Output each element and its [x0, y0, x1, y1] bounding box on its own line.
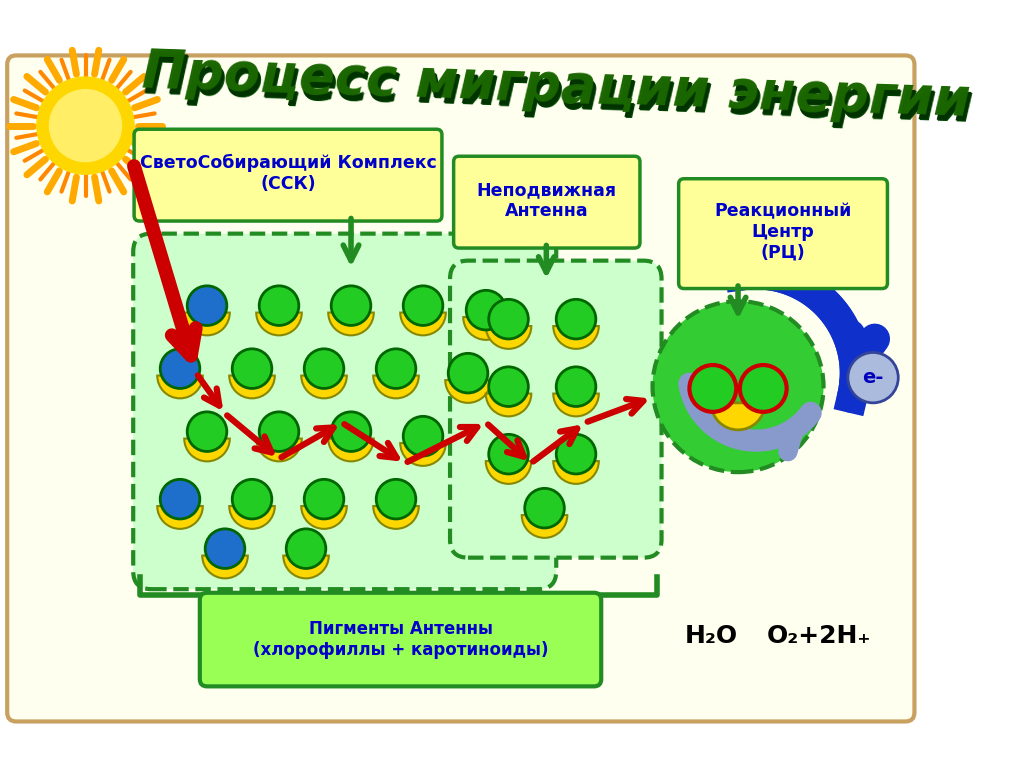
Wedge shape	[374, 376, 419, 398]
Circle shape	[331, 286, 371, 325]
Circle shape	[232, 349, 271, 388]
Wedge shape	[203, 555, 248, 578]
Wedge shape	[553, 461, 599, 484]
Wedge shape	[284, 555, 329, 578]
Wedge shape	[256, 313, 302, 335]
Circle shape	[304, 349, 344, 388]
Wedge shape	[553, 393, 599, 416]
Circle shape	[449, 354, 487, 393]
Wedge shape	[711, 403, 765, 430]
Wedge shape	[229, 506, 274, 529]
Wedge shape	[485, 461, 531, 484]
Text: H₂O: H₂O	[684, 624, 737, 648]
Circle shape	[205, 529, 245, 568]
Wedge shape	[445, 380, 490, 403]
Circle shape	[403, 416, 442, 456]
Circle shape	[524, 489, 564, 528]
Text: СветоСобирающий Комплекс
(ССК): СветоСобирающий Комплекс (ССК)	[139, 154, 436, 193]
Wedge shape	[553, 326, 599, 349]
Circle shape	[652, 301, 823, 472]
Text: Процесс миграции энергии: Процесс миграции энергии	[143, 52, 974, 133]
Circle shape	[187, 412, 226, 452]
Circle shape	[848, 353, 898, 403]
FancyBboxPatch shape	[134, 129, 442, 221]
Wedge shape	[301, 506, 347, 529]
Text: Процесс миграции энергии: Процесс миграции энергии	[141, 47, 972, 127]
FancyBboxPatch shape	[454, 156, 640, 248]
Circle shape	[160, 349, 200, 388]
FancyBboxPatch shape	[679, 179, 888, 288]
Wedge shape	[329, 313, 374, 335]
Circle shape	[160, 479, 200, 519]
Circle shape	[488, 434, 528, 474]
Wedge shape	[256, 439, 302, 462]
Circle shape	[689, 365, 736, 412]
Wedge shape	[374, 506, 419, 529]
Circle shape	[488, 367, 528, 407]
Wedge shape	[400, 443, 445, 466]
FancyBboxPatch shape	[7, 55, 914, 722]
Circle shape	[259, 412, 299, 452]
Circle shape	[304, 479, 344, 519]
FancyBboxPatch shape	[133, 234, 556, 589]
Circle shape	[232, 479, 271, 519]
Circle shape	[259, 286, 299, 325]
Circle shape	[187, 286, 226, 325]
Wedge shape	[329, 439, 374, 462]
Circle shape	[287, 529, 326, 568]
Circle shape	[403, 286, 442, 325]
Text: Процесс миграции энергии: Процесс миграции энергии	[142, 51, 973, 132]
Circle shape	[556, 299, 596, 339]
Circle shape	[466, 291, 506, 330]
FancyBboxPatch shape	[200, 593, 601, 686]
Circle shape	[49, 90, 122, 162]
Wedge shape	[184, 439, 229, 462]
Circle shape	[556, 367, 596, 407]
Wedge shape	[184, 313, 229, 335]
Circle shape	[376, 349, 416, 388]
Wedge shape	[400, 313, 445, 335]
Circle shape	[331, 412, 371, 452]
Wedge shape	[301, 376, 347, 398]
Circle shape	[556, 434, 596, 474]
FancyBboxPatch shape	[450, 261, 662, 558]
Wedge shape	[485, 393, 531, 416]
Text: Реакционный
Центр
(РЦ): Реакционный Центр (РЦ)	[715, 202, 852, 262]
Wedge shape	[522, 515, 567, 538]
Wedge shape	[463, 317, 509, 340]
Wedge shape	[158, 506, 203, 529]
Circle shape	[376, 479, 416, 519]
Wedge shape	[229, 376, 274, 398]
Circle shape	[740, 365, 786, 412]
Circle shape	[37, 77, 134, 174]
Text: O₂+2H₊: O₂+2H₊	[767, 624, 871, 648]
Text: Неподвижная
Антенна: Неподвижная Антенна	[476, 181, 616, 219]
Text: е-: е-	[862, 368, 884, 387]
Text: Пигменты Антенны
(хлорофиллы + каротиноиды): Пигменты Антенны (хлорофиллы + каротинои…	[253, 621, 548, 659]
Circle shape	[488, 299, 528, 339]
Wedge shape	[158, 376, 203, 398]
Wedge shape	[485, 326, 531, 349]
